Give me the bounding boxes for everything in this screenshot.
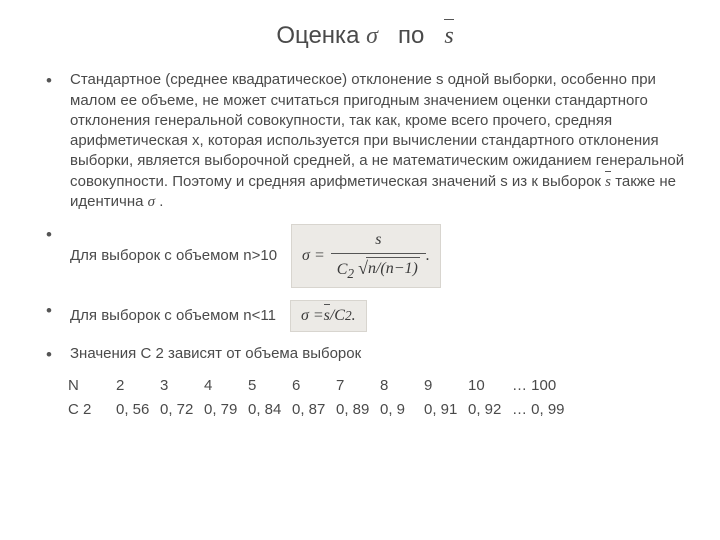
formula-1-denominator: C2 √ n/(n−1) bbox=[331, 253, 426, 283]
table-cell: 2 bbox=[116, 376, 160, 396]
bullet-item-2: Для выборок с объемом n>10 σ = s C2 √ n/… bbox=[46, 224, 690, 288]
table-row-label-c2: C 2 bbox=[68, 400, 116, 420]
s-bar-symbol: s bbox=[444, 20, 453, 52]
table-cell: 5 bbox=[248, 376, 292, 396]
table-cell: 3 bbox=[160, 376, 204, 396]
table-cell: 0, 91 bbox=[424, 400, 468, 420]
formula-2: σ = s/C2. bbox=[290, 300, 367, 332]
table-cell: 0, 79 bbox=[204, 400, 248, 420]
formula-2-sub: 2 bbox=[345, 307, 352, 325]
table-cell: 0, 56 bbox=[116, 400, 160, 420]
bullet-2-text: Для выборок с объемом n>10 bbox=[70, 246, 277, 266]
s-bar-inline: s bbox=[605, 172, 611, 192]
table-cell: 0, 84 bbox=[248, 400, 292, 420]
table-cell: 10 bbox=[468, 376, 512, 396]
table-cell: 7 bbox=[336, 376, 380, 396]
formula-1-c2-sub: 2 bbox=[347, 266, 354, 281]
sigma-inline: σ bbox=[148, 194, 155, 210]
formula-1-tail: . bbox=[426, 245, 430, 267]
formula-1: σ = s C2 √ n/(n−1) . bbox=[291, 224, 441, 288]
formula-1-fraction: s C2 √ n/(n−1) bbox=[331, 229, 426, 283]
table-cell: 6 bbox=[292, 376, 336, 396]
formula-2-tail: . bbox=[352, 305, 356, 327]
title-prefix: Оценка bbox=[276, 22, 359, 49]
sqrt-wrapper: √ n/(n−1) bbox=[358, 256, 420, 280]
formula-2-sbar: s bbox=[324, 305, 330, 327]
bullet-1-text-a: Стандартное (среднее квадратическое) отк… bbox=[70, 71, 684, 189]
formula-1-lhs: σ = bbox=[302, 245, 325, 267]
formula-1-c2: C bbox=[337, 261, 348, 278]
formula-2-rhs: /C bbox=[330, 305, 345, 327]
table-cell: 4 bbox=[204, 376, 248, 396]
table-cell: 9 bbox=[424, 376, 468, 396]
table-cell: 0, 72 bbox=[160, 400, 204, 420]
formula-1-sqrt-arg: n/(n−1) bbox=[366, 257, 420, 280]
bullet-1-text-c: . bbox=[159, 193, 163, 210]
table-cell: 8 bbox=[380, 376, 424, 396]
formula-1-numerator: s bbox=[369, 229, 387, 253]
c2-table: N 2 3 4 5 6 7 8 9 10 … 100 C 2 0, 56 0, … bbox=[68, 376, 690, 421]
table-cell: 0, 92 bbox=[468, 400, 512, 420]
bullet-item-4: Значения С 2 зависят от объема выборок bbox=[46, 344, 690, 364]
title-mid: по bbox=[398, 22, 424, 49]
bullet-item-1: Стандартное (среднее квадратическое) отк… bbox=[46, 70, 690, 212]
slide-root: Оценка σ по s Стандартное (среднее квадр… bbox=[0, 0, 720, 440]
page-title: Оценка σ по s bbox=[40, 20, 690, 52]
table-row-label-n: N bbox=[68, 376, 116, 396]
table-cell: … 0, 99 bbox=[512, 400, 574, 420]
formula-2-lhs: σ = bbox=[301, 305, 324, 327]
bullet-4-text: Значения С 2 зависят от объема выборок bbox=[70, 345, 361, 362]
bullet-3-text: Для выборок с объемом n<11 bbox=[70, 306, 276, 326]
table-cell: 0, 89 bbox=[336, 400, 380, 420]
table-cell: … 100 bbox=[512, 376, 574, 396]
bullet-item-3: Для выборок с объемом n<11 σ = s/C2. bbox=[46, 300, 690, 332]
table-cell: 0, 87 bbox=[292, 400, 336, 420]
bullet-list: Стандартное (среднее квадратическое) отк… bbox=[46, 70, 690, 363]
sigma-symbol: σ bbox=[366, 23, 378, 49]
table-cell: 0, 9 bbox=[380, 400, 424, 420]
